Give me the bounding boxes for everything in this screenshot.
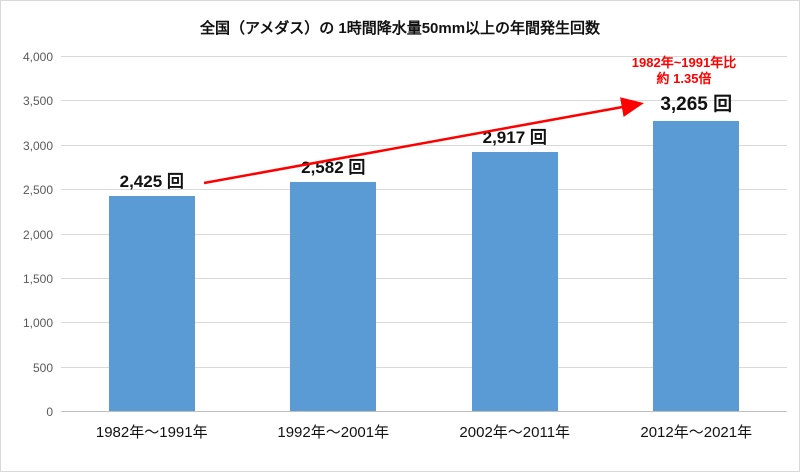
gridline <box>61 100 787 102</box>
y-tick-label: 500 <box>32 360 53 375</box>
y-tick-label: 0 <box>46 405 53 419</box>
y-tick-label: 2,500 <box>22 183 53 198</box>
gridline <box>61 366 787 368</box>
y-tick-label: 1,500 <box>22 271 53 286</box>
y-tick-label: 4,000 <box>22 50 53 64</box>
ratio-annotation-line2: 約 1.35倍 <box>656 71 712 87</box>
bar-value-label: 3,265 回 <box>660 94 733 116</box>
ratio-annotation: 1982年~1991年比 約 1.35倍 <box>599 55 769 88</box>
y-tick-label: 3,500 <box>22 94 53 109</box>
x-category-label: 1992年～2001年 <box>277 424 390 441</box>
chart-title: 全国（アメダス）の 1時間降水量50mm以上の年間発生回数 <box>199 20 601 37</box>
gridline <box>61 233 787 235</box>
y-tick-label: 1,000 <box>22 316 53 331</box>
gridline <box>61 56 787 57</box>
bar-value-label: 2,425 回 <box>119 171 184 191</box>
y-tick-label: 3,000 <box>22 138 53 153</box>
gridline <box>61 189 787 191</box>
x-category-label: 2002年～2011年 <box>459 424 571 441</box>
bar-1982年～1991年 <box>108 195 195 411</box>
bar-1992年～2001年 <box>290 181 377 411</box>
bar-value-label: 2,582 回 <box>301 157 366 177</box>
x-category-label: 2012年～2021年 <box>640 424 753 441</box>
gridline <box>61 277 787 279</box>
bar-2002年～2011年 <box>471 152 558 411</box>
bar-2012年～2021年 <box>653 121 740 411</box>
x-category-label: 1982年～1991年 <box>95 424 208 441</box>
gridline <box>61 322 787 324</box>
y-tick-label: 2,000 <box>22 227 53 242</box>
ratio-annotation-line1: 1982年~1991年比 <box>631 55 737 70</box>
x-axis-line <box>61 411 787 412</box>
bar-value-label: 2,917 回 <box>482 128 547 148</box>
